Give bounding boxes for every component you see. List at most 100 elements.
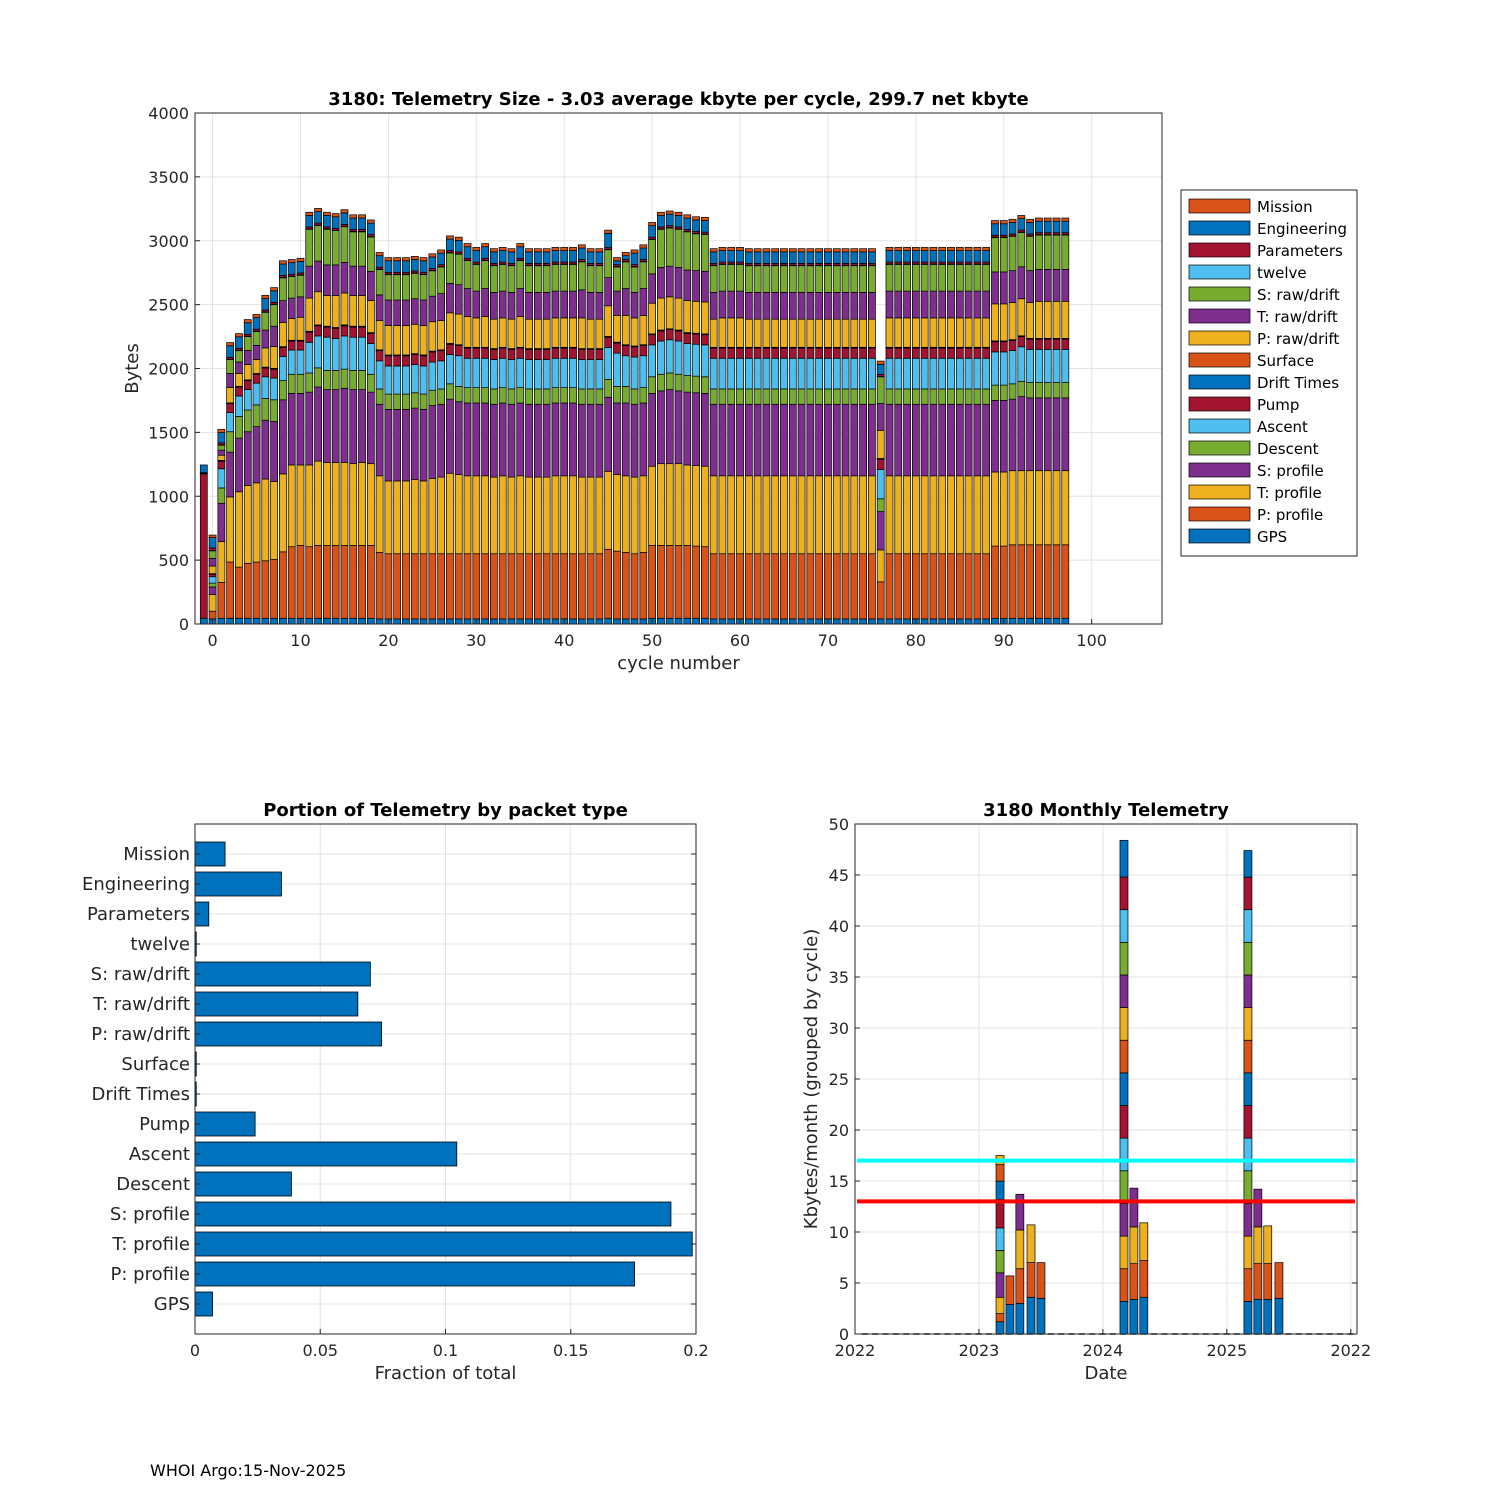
bar-segment [261, 560, 270, 619]
bar-segment [736, 250, 744, 263]
bar-segment [217, 454, 226, 461]
bar-segment [876, 363, 885, 375]
bar-segment [1035, 544, 1043, 619]
bar-segment [270, 421, 278, 482]
bar-segment [762, 318, 771, 348]
bar-segment [533, 292, 542, 320]
bar-segment [577, 261, 586, 291]
bar-segment [358, 214, 366, 219]
bar-segment [384, 553, 393, 620]
bar-segment [613, 257, 621, 262]
bar-segment [674, 267, 683, 299]
bar-segment [507, 403, 516, 478]
monthly-bar-segment [995, 1180, 1005, 1200]
bar-segment [762, 357, 771, 390]
bar-segment [929, 247, 938, 251]
bar-segment [375, 475, 384, 553]
bar-segment [358, 389, 366, 463]
bar-segment [305, 265, 314, 299]
bar-segment [744, 248, 753, 253]
bar-segment [454, 355, 463, 387]
bar-segment [885, 250, 894, 263]
bar-segment [525, 265, 533, 293]
bar-segment [630, 317, 639, 347]
bar-segment [859, 248, 867, 253]
bar-segment [235, 395, 243, 417]
bar-segment [736, 475, 744, 555]
bar-segment [375, 255, 384, 268]
bar-segment [437, 252, 446, 265]
bar-segment [604, 379, 613, 398]
bar-segment [613, 550, 621, 620]
bar-segment [788, 553, 797, 620]
bar-segment [243, 336, 252, 351]
bar-segment [472, 387, 481, 404]
bar-segment [815, 403, 824, 477]
bar-segment [314, 460, 322, 546]
monthly-bar-segment [1243, 1137, 1253, 1172]
bar-segment [217, 444, 226, 451]
bar-segment [701, 344, 709, 378]
bar-segment [261, 419, 270, 480]
bar-segment [1017, 215, 1026, 219]
bar-segment [226, 359, 235, 374]
bar-segment [815, 553, 824, 620]
bar-segment [366, 270, 375, 302]
bar-segment [806, 403, 815, 477]
x-tick-label: 50 [642, 631, 662, 650]
bar-segment [868, 265, 876, 293]
bar-segment [366, 391, 375, 465]
bar-segment [437, 553, 446, 620]
bar-segment [252, 359, 261, 374]
bar-segment [243, 617, 252, 625]
bar-segment [665, 227, 674, 267]
bar-segment [279, 277, 287, 302]
bar-segment [955, 403, 964, 477]
bar-segment [498, 475, 507, 555]
bar-segment [402, 260, 410, 273]
bar-segment [437, 360, 446, 390]
bar-segment [824, 248, 832, 253]
bar-segment [674, 545, 683, 619]
bar-segment [859, 553, 867, 620]
bar-segment [674, 330, 683, 342]
x-tick-label: 0 [207, 631, 217, 650]
bar-segment [973, 475, 982, 555]
y-tick-label: 2000 [148, 360, 189, 379]
bar-segment [463, 260, 472, 289]
bar-segment [1017, 380, 1026, 397]
bar-segment [815, 618, 824, 625]
bar-segment [788, 248, 797, 253]
portion-bar [194, 1231, 693, 1257]
monthly-bar-segment [1243, 941, 1253, 976]
bar-segment [498, 357, 507, 389]
monthly-bar-segment [1243, 1235, 1253, 1270]
bar-segment [701, 376, 709, 394]
bar-segment [991, 237, 999, 273]
bar-segment [454, 240, 463, 253]
bar-segment [648, 465, 656, 546]
bar-segment [674, 215, 683, 228]
bar-segment [226, 403, 235, 413]
bar-segment [709, 618, 718, 625]
bar-segment [911, 475, 920, 555]
bar-segment [525, 618, 533, 625]
bar-segment [876, 618, 885, 625]
category-label: twelve [130, 934, 190, 955]
bar-segment [709, 475, 718, 555]
bar-segment [516, 347, 525, 359]
bar-segment [481, 357, 489, 389]
bar-segment [982, 403, 991, 477]
bar-segment [771, 388, 780, 405]
bar-segment [806, 618, 815, 625]
bar-segment [832, 357, 841, 390]
bar-segment [551, 247, 560, 251]
bar-segment [402, 355, 410, 367]
bar-segment [885, 317, 894, 348]
bar-segment [287, 546, 296, 619]
bar-segment [217, 541, 226, 583]
bar-segment [586, 618, 595, 625]
bar-segment [920, 475, 929, 555]
bar-segment [314, 386, 322, 462]
bar-segment [393, 274, 402, 301]
